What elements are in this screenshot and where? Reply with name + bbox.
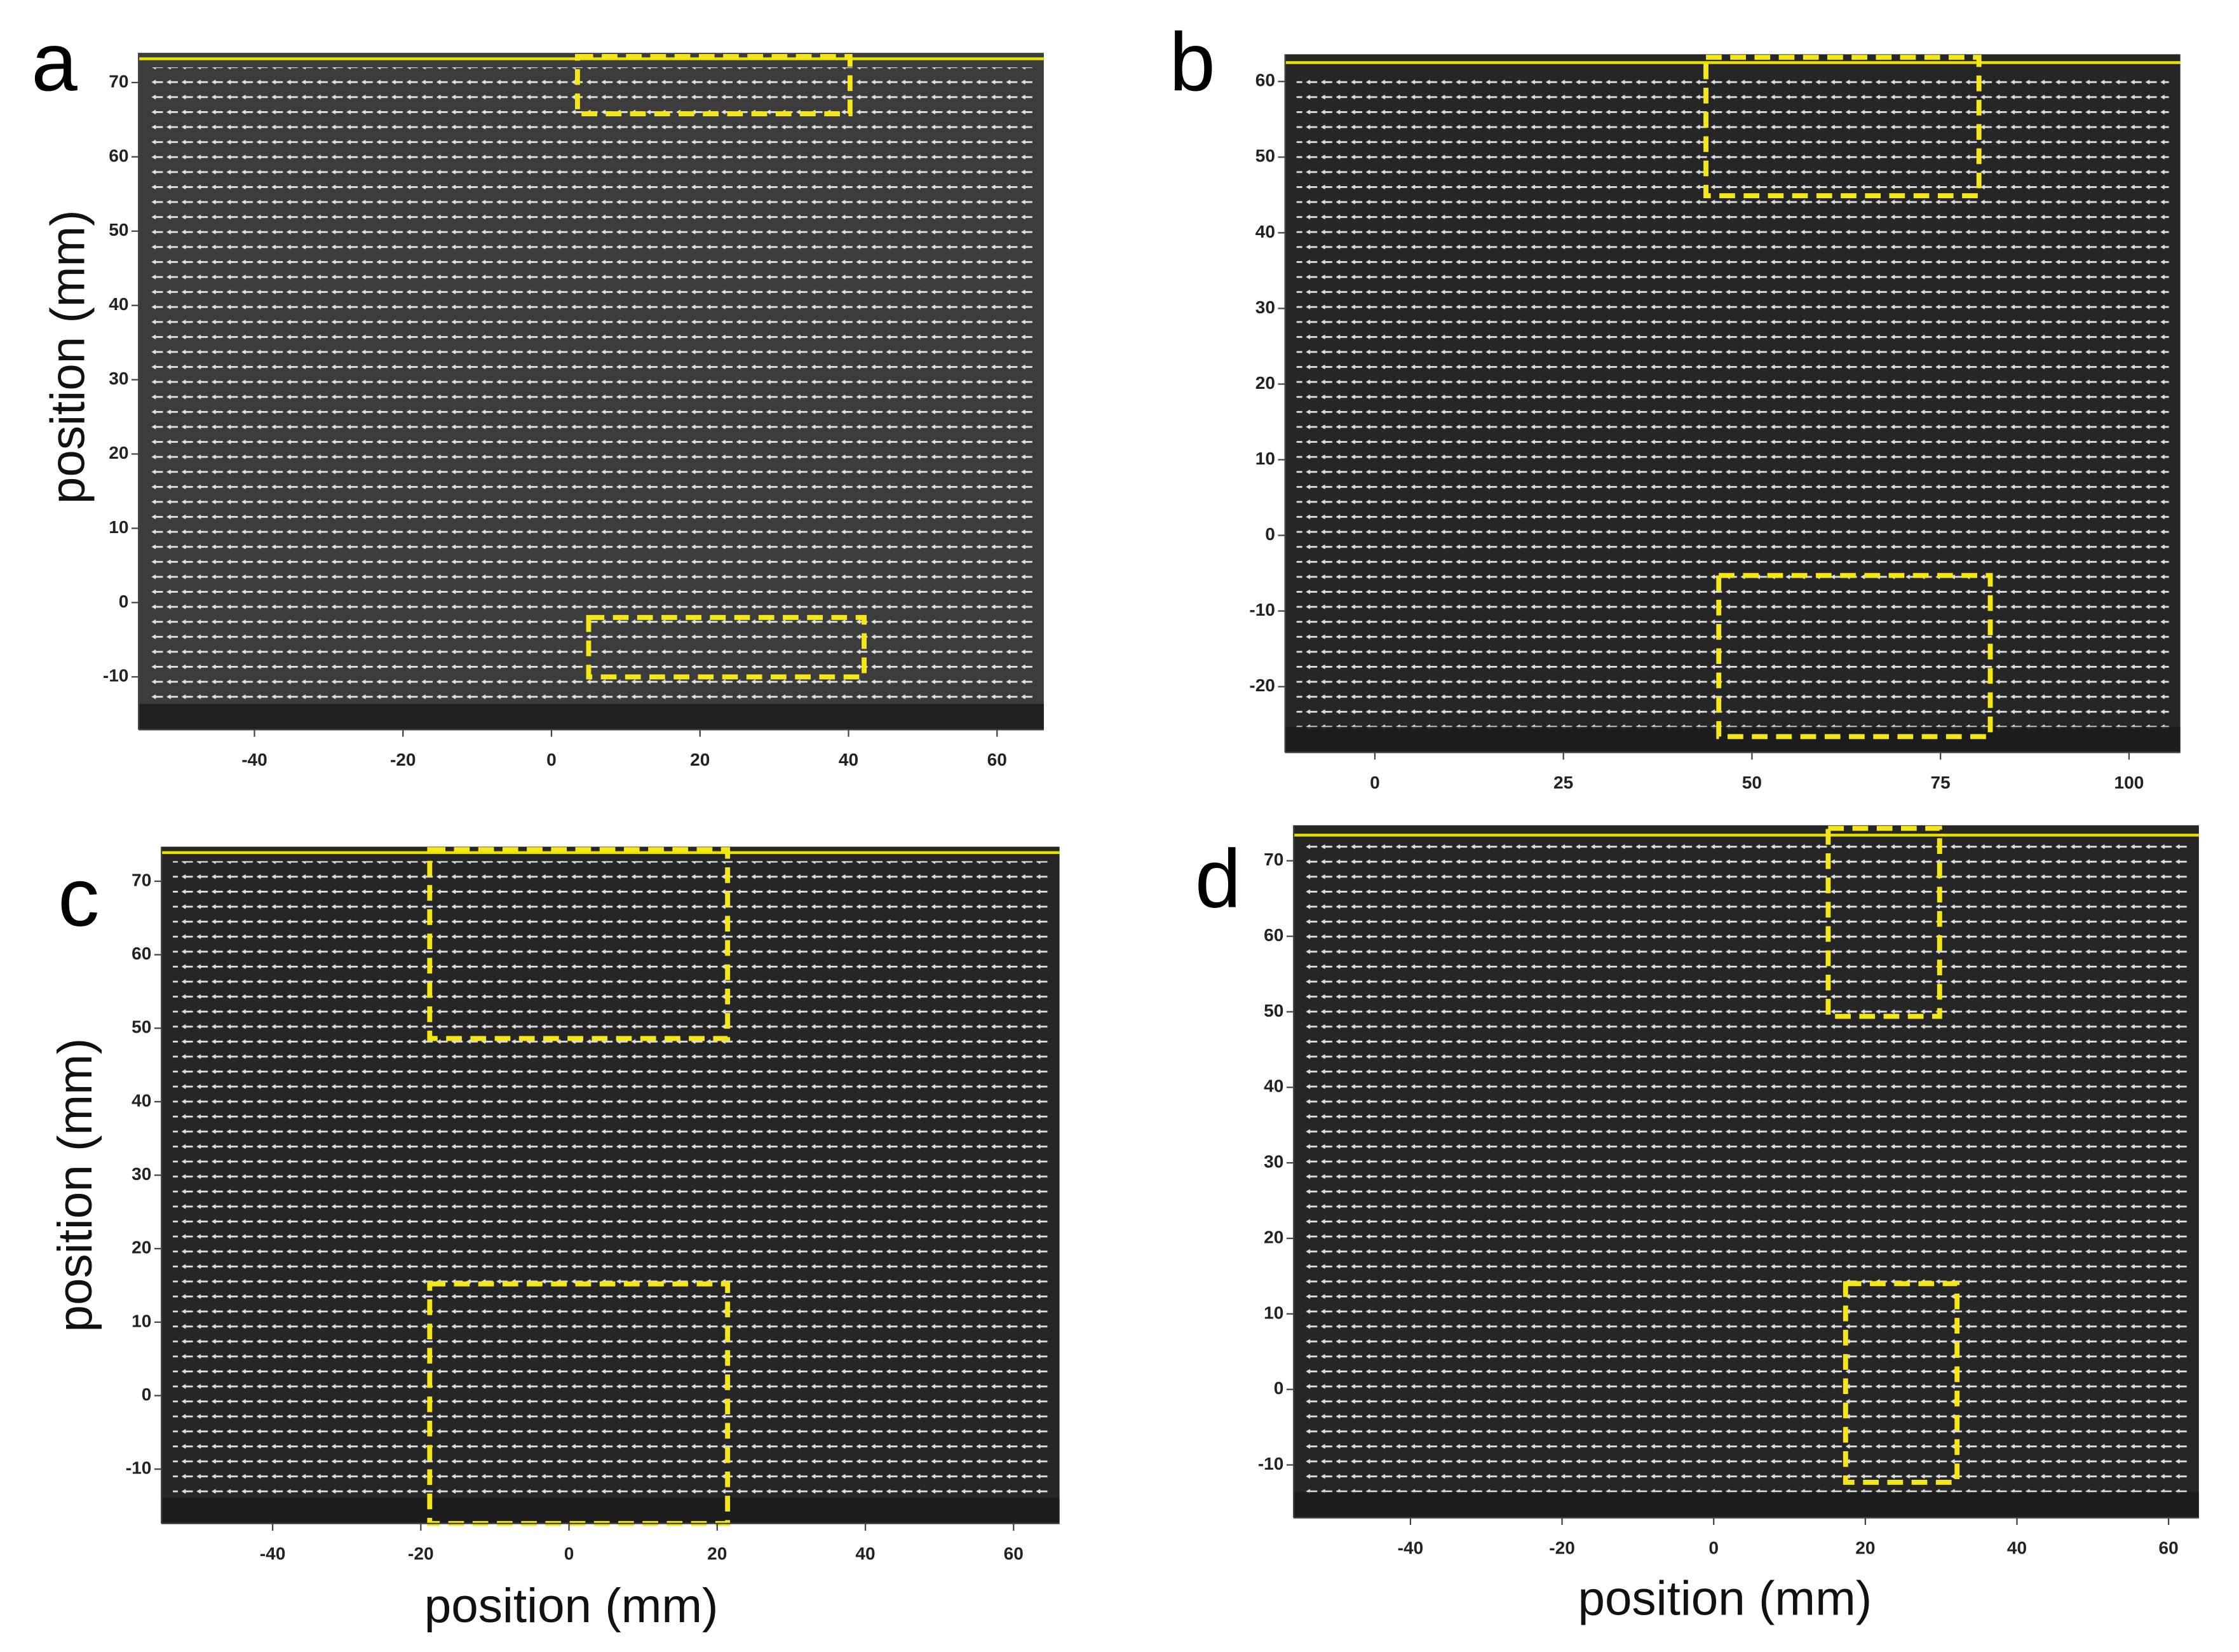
panel-letter: d (1195, 832, 1241, 925)
vector-field (150, 67, 1032, 710)
electrode-box (1703, 55, 1982, 198)
y-tick-label: 60 (1264, 925, 1283, 945)
x-tick-label: -40 (1398, 1538, 1424, 1558)
x-tick-label: 25 (1553, 773, 1573, 792)
x-tick-label: 20 (707, 1544, 727, 1564)
y-tick-label: 40 (109, 294, 128, 314)
electrode-box (574, 54, 853, 116)
y-tick-label: 70 (132, 870, 151, 890)
x-tick-label: -40 (260, 1544, 286, 1564)
electrode-box (1716, 572, 1993, 740)
electrode-box (1825, 825, 1942, 1019)
x-tick-label: 0 (1370, 773, 1380, 792)
panel-letter: b (1169, 15, 1215, 108)
x-tick-label: 100 (2114, 773, 2144, 792)
floor-strip (1294, 1492, 2199, 1518)
x-tick-label: 50 (1742, 773, 1762, 792)
y-tick-label: 70 (109, 71, 128, 91)
y-tick-label: 30 (1255, 297, 1275, 317)
y-tick-label: 10 (109, 517, 128, 537)
y-tick-label: 50 (1255, 146, 1275, 166)
y-tick-label: 30 (132, 1164, 151, 1184)
x-tick-label: 20 (1855, 1538, 1875, 1558)
y-tick-label: -10 (1249, 600, 1275, 620)
vector-field (1296, 71, 2169, 733)
y-tick-label: 60 (109, 146, 128, 165)
x-tick-label: 20 (690, 750, 710, 769)
x-tick-label: 60 (987, 750, 1007, 769)
y-tick-label: -10 (1258, 1454, 1284, 1473)
x-axis-label: position (mm) (1578, 1572, 1872, 1626)
y-tick-label: 0 (119, 592, 129, 611)
x-tick-label: 0 (564, 1544, 574, 1564)
y-tick-label: 10 (1264, 1303, 1283, 1322)
y-tick-label: 0 (1265, 524, 1275, 544)
y-tick-label: 50 (132, 1017, 151, 1037)
floor-strip (161, 1498, 1060, 1524)
x-tick-label: 0 (546, 750, 557, 769)
x-tick-label: 60 (1004, 1544, 1024, 1564)
x-tick-label: 40 (839, 750, 858, 769)
y-tick-label: 70 (1264, 850, 1283, 869)
y-tick-label: 50 (109, 220, 128, 240)
y-tick-label: 40 (1264, 1076, 1283, 1096)
y-tick-label: 10 (1255, 449, 1275, 468)
y-axis-label: position (mm) (48, 1038, 102, 1332)
x-axis-label: position (mm) (424, 1579, 719, 1633)
panel-letter: c (58, 851, 99, 944)
y-tick-label: 0 (142, 1385, 152, 1404)
y-tick-label: -10 (126, 1458, 152, 1478)
y-tick-label: 60 (1255, 71, 1275, 90)
x-tick-label: 40 (855, 1544, 875, 1564)
y-tick-label: 40 (1255, 222, 1275, 241)
y-tick-label: 20 (132, 1238, 151, 1257)
y-tick-label: -10 (103, 666, 129, 686)
y-tick-label: -20 (1249, 675, 1275, 695)
electrode-box (586, 614, 867, 680)
x-tick-label: -20 (1549, 1538, 1575, 1558)
y-tick-label: 20 (1255, 373, 1275, 393)
y-axis-label: position (mm) (41, 210, 95, 504)
y-tick-label: 10 (132, 1311, 151, 1330)
floor-strip (139, 703, 1044, 730)
y-tick-label: 0 (1274, 1378, 1284, 1398)
y-tick-label: 60 (132, 944, 151, 963)
x-tick-label: -20 (390, 750, 416, 769)
y-tick-label: 20 (109, 443, 128, 463)
y-tick-label: 30 (109, 369, 128, 388)
x-tick-label: 60 (2159, 1538, 2179, 1558)
x-tick-label: -20 (408, 1544, 434, 1564)
y-tick-label: 40 (132, 1090, 151, 1110)
x-tick-label: 40 (2007, 1538, 2027, 1558)
vector-field (173, 861, 1048, 1504)
floor-strip (1285, 726, 2181, 753)
y-tick-label: 50 (1264, 1001, 1283, 1020)
x-tick-label: -40 (241, 750, 267, 769)
y-tick-label: 30 (1264, 1152, 1283, 1172)
x-tick-label: 0 (1708, 1538, 1719, 1558)
electrode-box (427, 847, 731, 1041)
electrode-box (1843, 1281, 1960, 1485)
y-tick-label: 20 (1264, 1227, 1283, 1247)
vector-field (1305, 843, 2188, 1498)
panel-letter: a (31, 15, 78, 108)
x-tick-label: 75 (1931, 773, 1951, 792)
